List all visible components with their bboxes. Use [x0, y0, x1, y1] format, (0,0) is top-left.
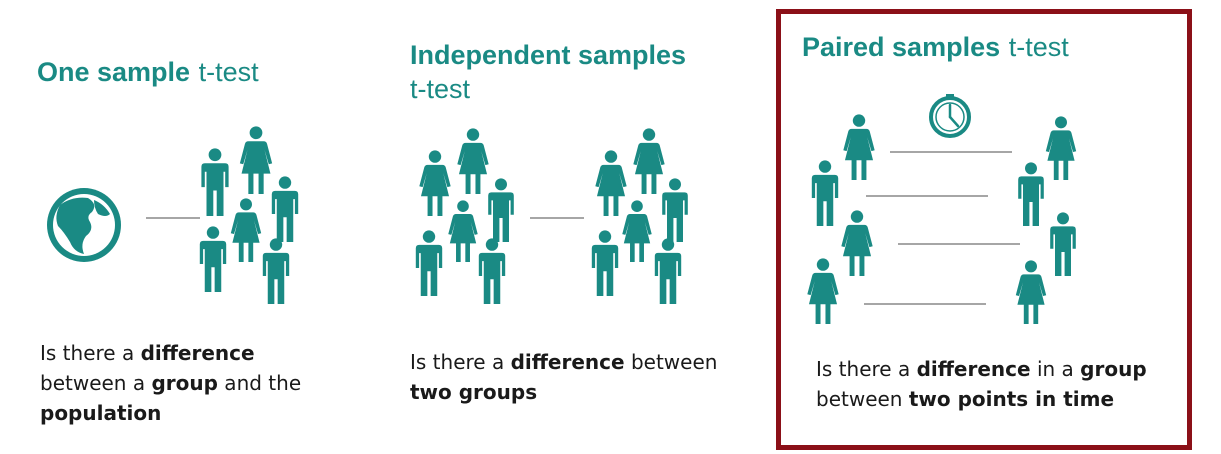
person-icon: [811, 160, 839, 226]
group-of-people: [199, 126, 299, 304]
one-sample-illustration: [47, 126, 299, 304]
panel-paired-samples: Paired samples t-test: [770, 0, 1221, 454]
person-icon: [230, 198, 262, 262]
person-icon: [591, 230, 619, 296]
person-icon: [415, 230, 443, 296]
person-icon: [488, 178, 514, 242]
person-icon: [457, 128, 489, 194]
person-icon: [654, 238, 682, 304]
panel-title: Paired samples t-test: [802, 30, 1069, 65]
person-icon: [1045, 116, 1077, 180]
highlight-frame: [776, 9, 1192, 450]
globe-icon: [47, 188, 121, 262]
title-rest: t-test: [410, 74, 471, 104]
person-icon: [807, 258, 839, 324]
title-bold: Paired samples: [802, 32, 1001, 62]
paired-samples-illustration: [807, 94, 1077, 324]
person-icon: [448, 200, 478, 262]
independent-samples-illustration: [415, 128, 688, 304]
person-icon: [271, 176, 299, 242]
person-icon: [1015, 260, 1047, 324]
panel-title: One sample t-test: [37, 55, 259, 90]
person-icon: [1018, 162, 1044, 226]
time-two-group: [1015, 116, 1077, 324]
panel-one-sample: One sample t-test Is there a difference …: [0, 0, 380, 454]
group-b: [591, 128, 688, 304]
person-icon: [633, 128, 665, 194]
person-icon: [595, 150, 627, 216]
pair-lines: [864, 151, 1020, 305]
person-icon: [239, 126, 273, 194]
panel-title: Independent samples t-test: [410, 38, 686, 106]
title-rest: t-test: [198, 57, 259, 87]
time-one-group: [807, 114, 875, 324]
person-icon: [841, 210, 873, 276]
clock-icon: [929, 94, 971, 138]
person-icon: [262, 238, 290, 304]
group-a: [415, 128, 514, 304]
title-rest: t-test: [1008, 32, 1069, 62]
title-bold: One sample: [37, 57, 191, 87]
person-icon: [478, 238, 506, 304]
caption-paired-samples: Is there a difference in a group between…: [816, 357, 1147, 411]
person-icon: [622, 200, 652, 262]
panel-independent-samples: Independent samples t-test Is there a di…: [380, 0, 770, 454]
caption-independent-samples: Is there a difference between two groups: [410, 350, 718, 404]
person-icon: [201, 148, 229, 216]
person-icon: [199, 226, 227, 292]
caption-one-sample: Is there a difference between a group an…: [40, 341, 302, 425]
person-icon: [662, 178, 688, 242]
person-icon: [843, 114, 875, 180]
title-bold: Independent samples: [410, 40, 687, 70]
person-icon: [419, 150, 451, 216]
person-icon: [1050, 212, 1076, 276]
